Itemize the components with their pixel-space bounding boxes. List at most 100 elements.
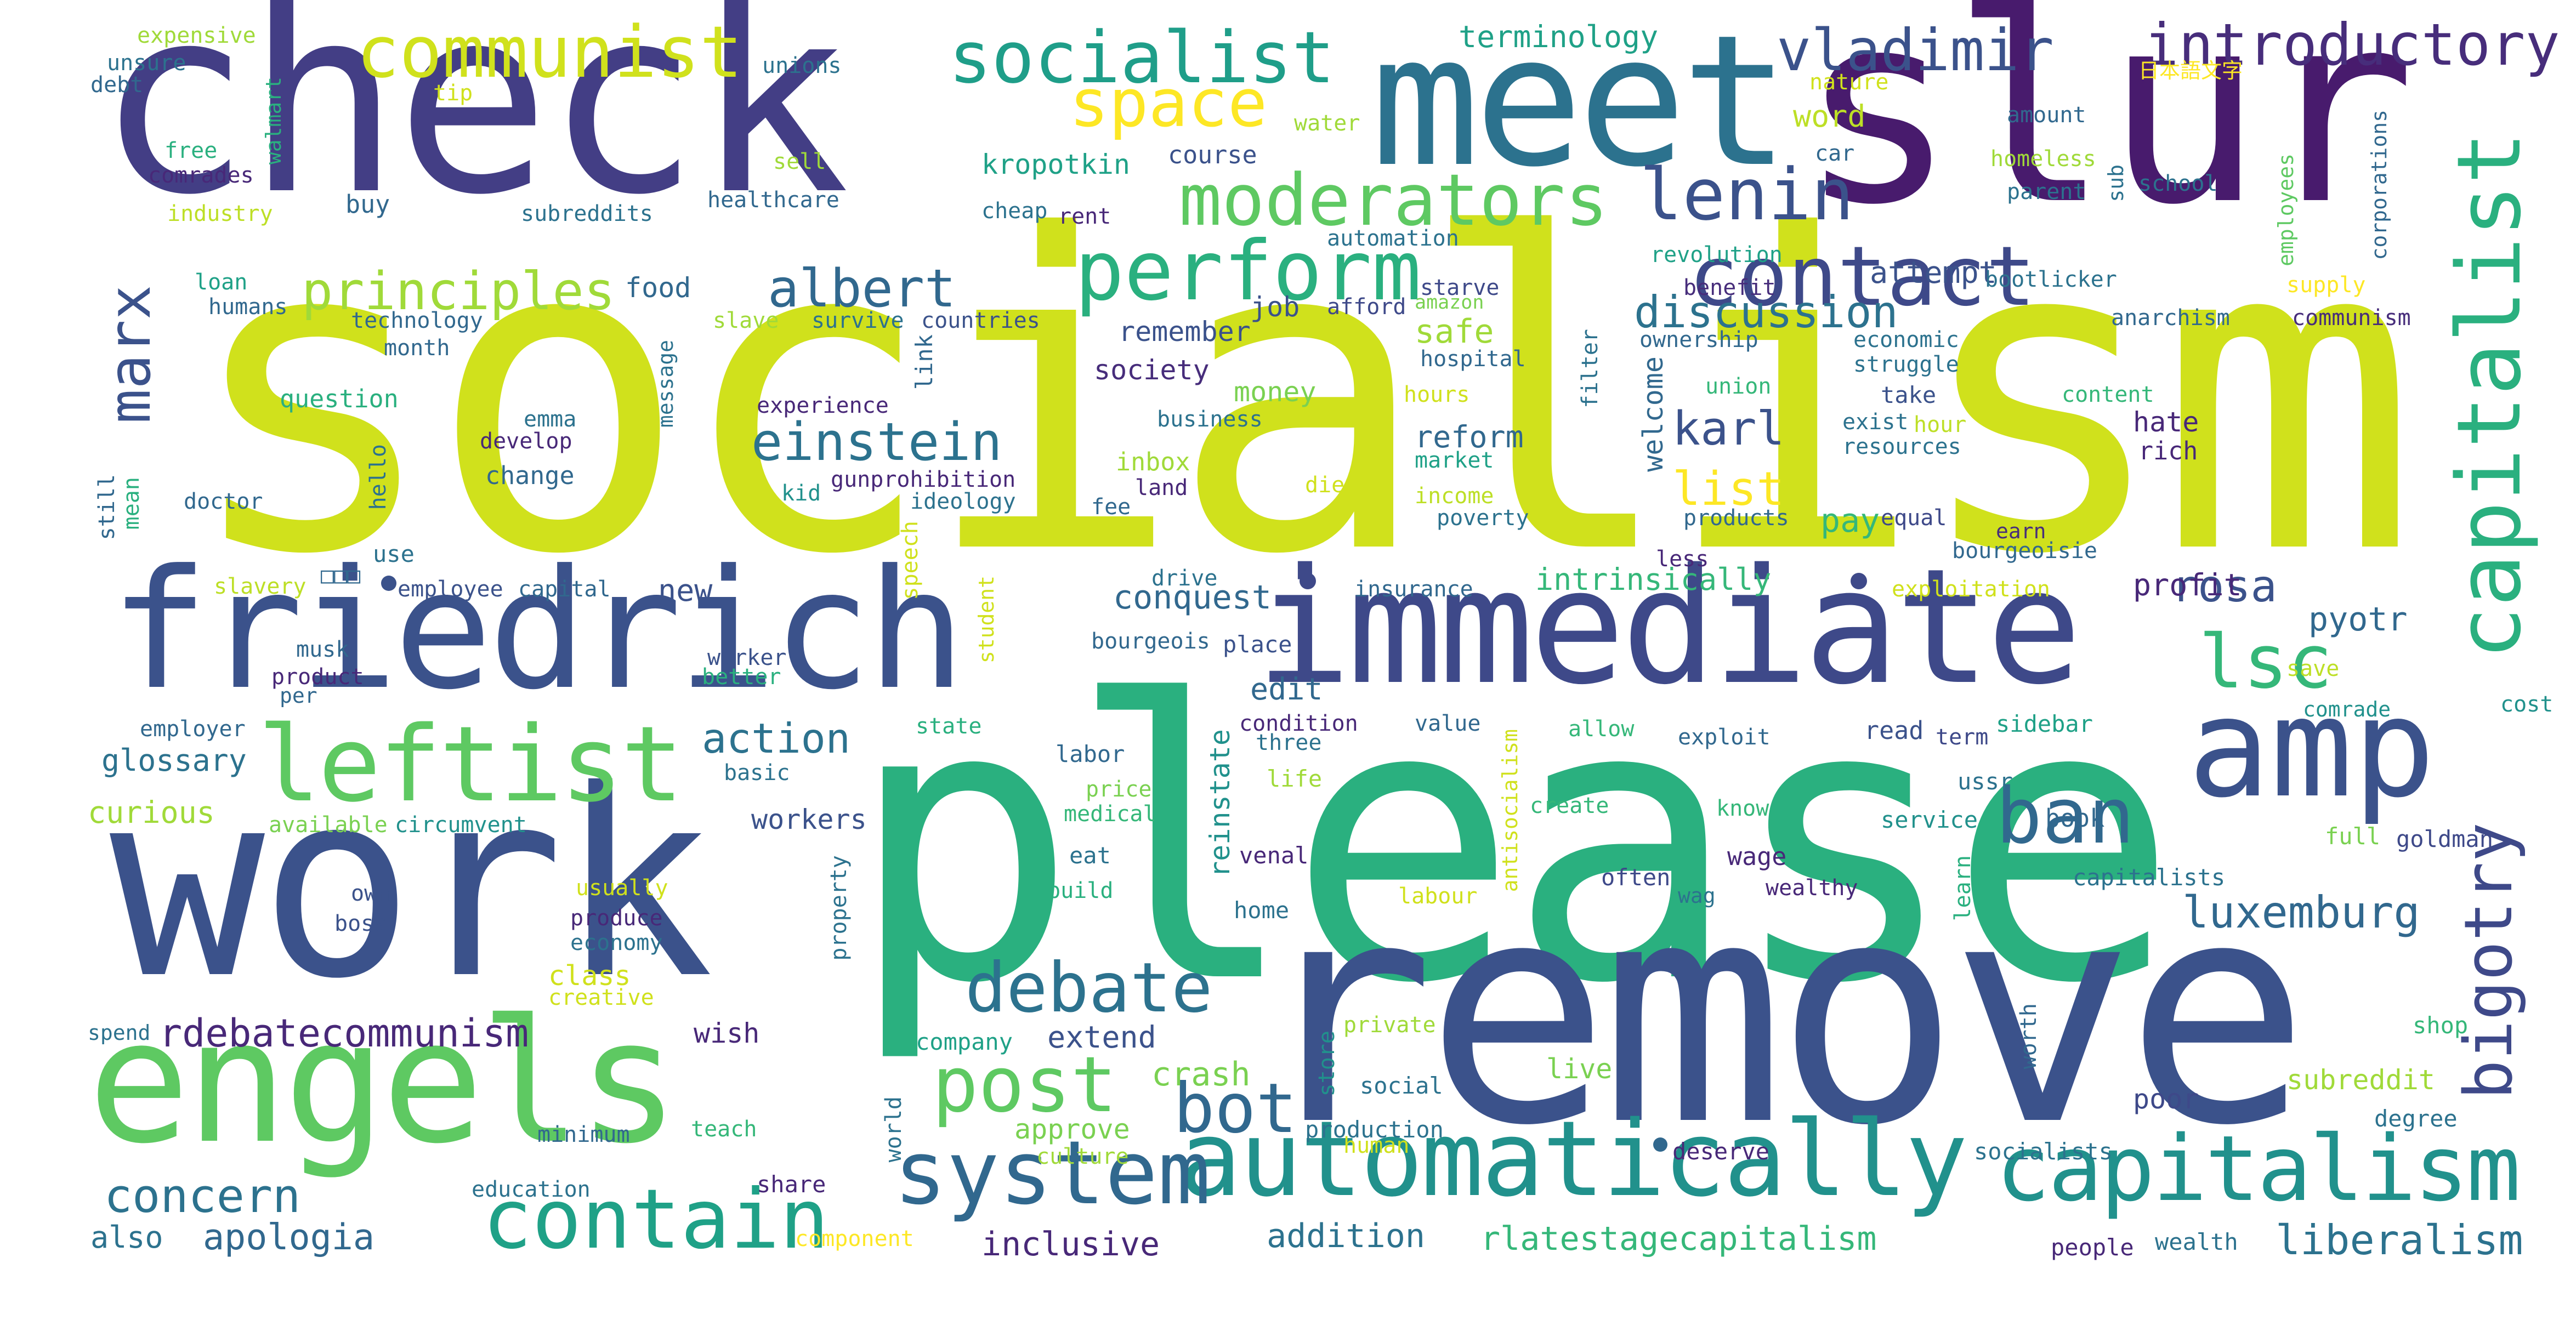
word-better: better	[702, 664, 781, 690]
word-engels: engels	[88, 983, 680, 1181]
word-exploitation: exploitation	[1892, 577, 2050, 602]
word-spend: spend	[88, 1021, 151, 1045]
word-principles: principles	[302, 261, 615, 322]
word-labor: labor	[1056, 741, 1125, 767]
word-social: social	[1360, 1072, 1443, 1099]
word-water: water	[1294, 111, 1360, 136]
word-change: change	[485, 461, 575, 490]
word-revolution: revolution	[1650, 242, 1783, 268]
word-still: still	[94, 474, 120, 540]
word-school: school	[2138, 171, 2218, 196]
word-rlatestagecapitalism: rlatestagecapitalism	[1480, 1220, 1877, 1258]
word-live: live	[1546, 1053, 1613, 1085]
word-terminology: terminology	[1459, 19, 1659, 54]
word-hours: hours	[1404, 382, 1470, 407]
word-experience: experience	[757, 393, 889, 418]
word-comrade: comrade	[2303, 697, 2391, 721]
word-course: course	[1168, 140, 1257, 169]
word-exist: exist	[1842, 409, 1909, 435]
word-inclusive: inclusive	[981, 1225, 1160, 1264]
word-cjk: 日本語文字	[2138, 59, 2243, 83]
word-lenin: lenin	[1639, 153, 1854, 236]
word-allow: allow	[1568, 716, 1635, 742]
word-curious: curious	[88, 795, 215, 830]
word-private: private	[1343, 1012, 1436, 1038]
word-goldman: goldman	[2396, 826, 2494, 852]
word-socialists: socialists	[1974, 1138, 2113, 1165]
word-employees: employees	[2274, 153, 2298, 266]
word-value: value	[1415, 711, 1481, 736]
word-usually: usually	[576, 875, 668, 901]
word-develop: develop	[480, 429, 572, 454]
word-bourgeoisie: bourgeoisie	[1952, 538, 2097, 564]
word-amazon: amazon	[1415, 292, 1484, 314]
word-equal: equal	[1881, 505, 1947, 531]
word-check: check	[96, 0, 850, 251]
word-hospital: hospital	[1420, 346, 1526, 372]
word-albert: albert	[768, 259, 956, 319]
word-read: read	[1864, 716, 1924, 745]
word-friedrich: friedrich	[110, 534, 966, 726]
word-money: money	[1234, 376, 1317, 408]
word-company: company	[916, 1028, 1013, 1055]
word-insurance: insurance	[1354, 577, 1473, 602]
word-corporations: corporations	[2367, 110, 2391, 260]
word-bigotry: bigotry	[2451, 822, 2527, 1100]
word-wealth: wealth	[2155, 1228, 2238, 1255]
word-hello: hello	[366, 444, 391, 510]
word-union: union	[1705, 374, 1772, 399]
word-bootlicker: bootlicker	[1985, 267, 2117, 292]
word-doctor: doctor	[184, 489, 263, 514]
word-unions: unions	[762, 53, 842, 78]
word-apologia: apologia	[203, 1217, 375, 1258]
word-labour: labour	[1398, 884, 1478, 909]
word-content: content	[2062, 382, 2154, 407]
word-term: term	[1936, 725, 1989, 750]
word-debt: debt	[90, 72, 144, 98]
word-karl: karl	[1672, 402, 1785, 456]
word-expensive: expensive	[137, 23, 256, 48]
word-worth: worth	[2016, 1003, 2041, 1069]
word-subreddits: subreddits	[521, 201, 653, 226]
word-capitalism: capitalism	[1996, 1116, 2521, 1221]
word-product: product	[271, 664, 364, 690]
word-amount: amount	[2007, 103, 2086, 128]
word-space: space	[1069, 66, 1268, 142]
word-countries: countries	[921, 308, 1040, 333]
word-sell: sell	[773, 149, 826, 174]
word-student: student	[974, 576, 998, 664]
word-business: business	[1157, 407, 1263, 432]
word-ideology: ideology	[910, 489, 1016, 514]
word-boxes: □□□	[321, 563, 361, 588]
word-moderators: moderators	[1179, 158, 1608, 242]
word-ownership: ownership	[1639, 327, 1758, 352]
word-immediate: immediate	[1256, 535, 2082, 720]
word-exploit: exploit	[1678, 725, 1771, 750]
word-filter: filter	[1578, 329, 1603, 408]
word-debate: debate	[965, 948, 1213, 1028]
word-unsure: unsure	[107, 50, 186, 76]
word-own: own	[351, 881, 391, 906]
word-vladimir: vladimir	[1777, 17, 2054, 84]
word-slave: slave	[713, 308, 779, 333]
word-culture: culture	[1036, 1144, 1129, 1169]
word-extend: extend	[1047, 1020, 1156, 1055]
word-message: message	[654, 340, 678, 428]
word-sub: sub	[2104, 164, 2128, 202]
word-economy: economy	[570, 930, 663, 955]
word-creative: creative	[548, 985, 654, 1010]
word-state: state	[916, 714, 982, 739]
word-wage: wage	[1727, 842, 1787, 871]
word-gunprohibition: gunprohibition	[831, 467, 1016, 492]
word-pay: pay	[1820, 502, 1880, 540]
word-venal: venal	[1239, 842, 1309, 869]
word-learn: learn	[1950, 855, 1976, 921]
word-home: home	[1234, 897, 1290, 924]
word-struggle: struggle	[1853, 352, 1959, 377]
word-wag: wag	[1678, 884, 1716, 908]
word-know: know	[1716, 796, 1769, 821]
word-car: car	[1815, 141, 1855, 166]
word-education: education	[472, 1177, 591, 1202]
word-kid: kid	[781, 481, 821, 506]
